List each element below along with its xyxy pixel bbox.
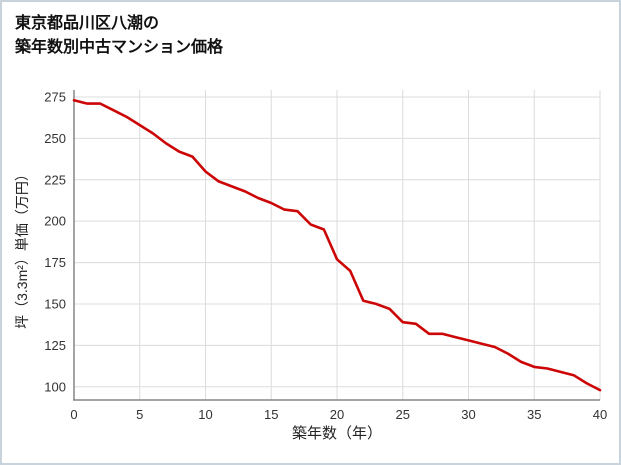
x-tick-label: 0	[70, 407, 77, 422]
y-tick-label: 125	[44, 338, 66, 353]
y-tick-label: 175	[44, 255, 66, 270]
x-tick-label: 35	[527, 407, 541, 422]
y-tick-label: 100	[44, 379, 66, 394]
x-tick-label: 10	[198, 407, 212, 422]
y-tick-label: 150	[44, 296, 66, 311]
price-line	[72, 99, 602, 392]
chart-title-line1: 東京都品川区八潮の	[15, 15, 160, 32]
y-tick-label: 275	[44, 90, 66, 105]
x-tick-label: 25	[396, 407, 410, 422]
chart-title-line2: 築年数別中古マンション価格	[15, 39, 224, 56]
y-tick-label: 225	[44, 172, 66, 187]
x-tick-label: 20	[330, 407, 344, 422]
x-tick-label: 5	[136, 407, 143, 422]
chart-title: 東京都品川区八潮の 築年数別中古マンション価格	[15, 12, 223, 60]
x-tick-label: 30	[461, 407, 475, 422]
y-axis-title: 坪（3.3m²）単価（万円）	[14, 167, 30, 329]
y-tick-label: 250	[44, 131, 66, 146]
x-axis-title: 築年数（年）	[291, 425, 383, 442]
x-tick-label: 40	[593, 407, 607, 422]
y-tick-label: 200	[44, 214, 66, 229]
x-tick-label: 15	[264, 407, 278, 422]
